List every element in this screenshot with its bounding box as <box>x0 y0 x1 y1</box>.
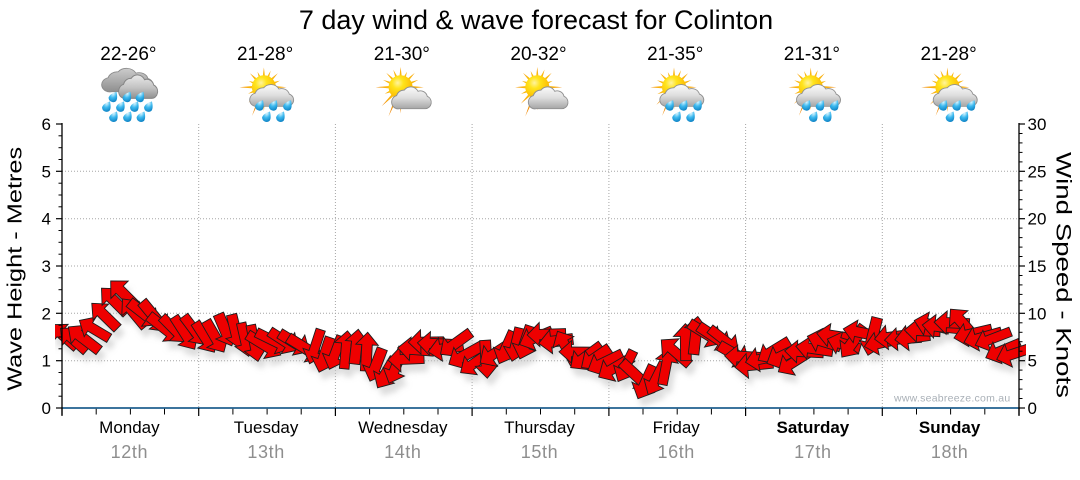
svg-text:25: 25 <box>1028 162 1047 181</box>
svg-text:13th: 13th <box>247 442 284 462</box>
svg-text:6: 6 <box>42 115 51 134</box>
svg-text:Thursday: Thursday <box>504 418 575 437</box>
svg-text:15: 15 <box>1028 257 1047 276</box>
svg-text:10: 10 <box>1028 304 1047 323</box>
svg-text:0: 0 <box>1028 399 1037 418</box>
svg-text:Wind Speed - Knots: Wind Speed - Knots <box>1052 152 1075 398</box>
svg-text:15th: 15th <box>521 442 558 462</box>
svg-text:Wave Height - Metres: Wave Height - Metres <box>5 147 27 391</box>
svg-text:21-28°: 21-28° <box>237 44 293 65</box>
svg-text:3: 3 <box>42 257 51 276</box>
svg-text:0: 0 <box>42 399 51 418</box>
svg-text:21-30°: 21-30° <box>374 44 430 65</box>
svg-text:21-28°: 21-28° <box>920 44 976 65</box>
svg-text:Friday: Friday <box>653 418 701 437</box>
svg-text:7 day wind & wave forecast for: 7 day wind & wave forecast for Colinton <box>299 5 773 35</box>
svg-text:Wednesday: Wednesday <box>358 418 448 437</box>
svg-text:1: 1 <box>42 352 51 371</box>
svg-text:Saturday: Saturday <box>777 418 850 437</box>
svg-text:5: 5 <box>42 162 51 181</box>
svg-text:18th: 18th <box>931 442 968 462</box>
svg-text:14th: 14th <box>384 442 421 462</box>
svg-text:17th: 17th <box>794 442 831 462</box>
svg-text:4: 4 <box>42 210 51 229</box>
svg-text:22-26°: 22-26° <box>100 44 156 65</box>
svg-text:21-35°: 21-35° <box>647 44 703 65</box>
svg-text:21-31°: 21-31° <box>784 44 840 65</box>
svg-text:20: 20 <box>1028 210 1047 229</box>
svg-text:20-32°: 20-32° <box>510 44 566 65</box>
svg-text:www.seabreeze.com.au: www.seabreeze.com.au <box>893 393 1010 405</box>
svg-text:Monday: Monday <box>99 418 160 437</box>
svg-text:2: 2 <box>42 304 51 323</box>
svg-text:16th: 16th <box>657 442 694 462</box>
svg-text:12th: 12th <box>111 442 148 462</box>
svg-text:5: 5 <box>1028 352 1037 371</box>
svg-text:Tuesday: Tuesday <box>234 418 299 437</box>
svg-text:Sunday: Sunday <box>919 418 981 437</box>
svg-text:30: 30 <box>1028 115 1047 134</box>
